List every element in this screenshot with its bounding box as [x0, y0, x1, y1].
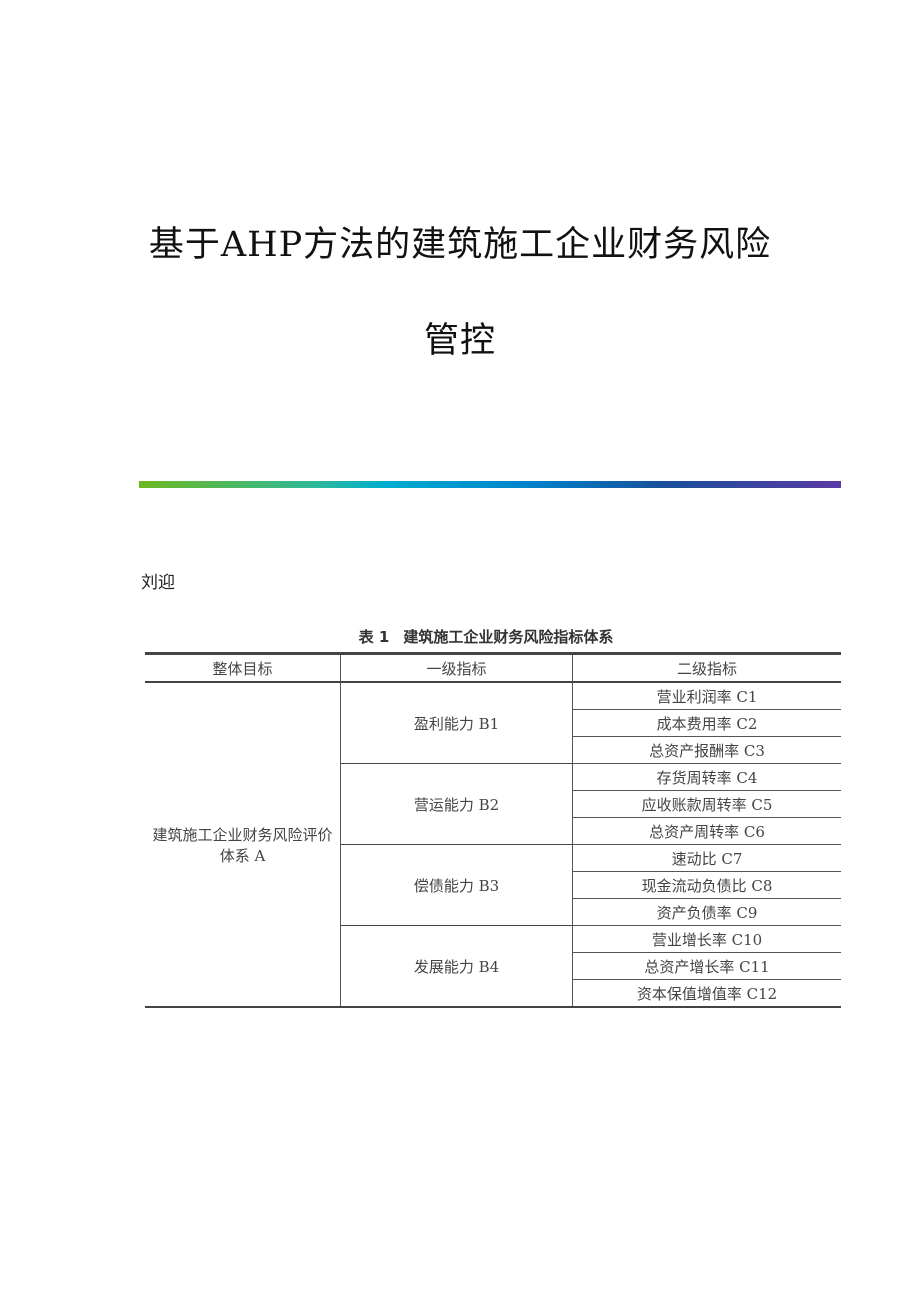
level2-cell: 总资产增长率 C11 [572, 952, 841, 980]
level2-cell: 营业增长率 C10 [572, 925, 841, 953]
table-caption: 表 1 建筑施工企业财务风险指标体系 [145, 626, 841, 647]
level2-cell: 速动比 C7 [572, 844, 841, 872]
level1-cell: 盈利能力 B1 [340, 681, 573, 764]
level2-cell: 资产负债率 C9 [572, 898, 841, 926]
header-level2: 二级指标 [572, 653, 841, 683]
table-row: 营运能力 B2 存货周转率 C4 [145, 763, 841, 845]
document-title-line-1: 基于AHP方法的建筑施工企业财务风险 [148, 225, 772, 265]
table-caption-number: 表 1 [358, 628, 390, 646]
header-goal: 整体目标 [145, 653, 341, 683]
goal-cell: 建筑施工企业财务风险评价体系 A [145, 681, 341, 1008]
table-row: 总资产报酬率 C3 [145, 736, 841, 764]
table-row: 资产负债率 C9 [145, 898, 841, 926]
table-row: 应收账款周转率 C5 [145, 790, 841, 818]
level1-cell: 营运能力 B2 [340, 763, 573, 845]
indicator-table: 整体目标 一级指标 二级指标 建筑施工企业财务风险评价体系 A 盈利能力 B1 营业… [145, 652, 841, 1008]
level2-cell: 总资产报酬率 C3 [572, 736, 841, 764]
table-row: 现金流动负债比 C8 [145, 871, 841, 899]
gradient-divider [139, 481, 841, 488]
level2-cell: 成本费用率 C2 [572, 709, 841, 737]
level2-cell: 存货周转率 C4 [572, 763, 841, 791]
level1-cell: 偿债能力 B3 [340, 844, 573, 926]
level1-cell: 发展能力 B4 [340, 925, 573, 1008]
level2-cell: 现金流动负债比 C8 [572, 871, 841, 899]
table-row: 成本费用率 C2 [145, 709, 841, 737]
table-caption-text: 建筑施工企业财务风险指标体系 [403, 628, 614, 646]
table-row: 建筑施工企业财务风险评价体系 A 盈利能力 B1 营业利润率 C1 [145, 681, 841, 1008]
table-row: 总资产周转率 C6 [145, 817, 841, 845]
level2-cell: 资本保值增值率 C12 [572, 979, 841, 1008]
header-level1: 一级指标 [340, 653, 573, 683]
level2-cell: 营业利润率 C1 [572, 681, 841, 710]
level2-cell: 总资产周转率 C6 [572, 817, 841, 845]
table-row: 偿债能力 B3 速动比 C7 [145, 844, 841, 926]
table-row: 资本保值增值率 C12 [145, 979, 841, 1008]
table-row: 总资产增长率 C11 [145, 952, 841, 980]
document-title-line-2: 管控 [423, 321, 496, 361]
author-name: 刘迎 [141, 573, 175, 593]
level2-cell: 应收账款周转率 C5 [572, 790, 841, 818]
table-header-row: 整体目标 一级指标 二级指标 [145, 653, 841, 683]
